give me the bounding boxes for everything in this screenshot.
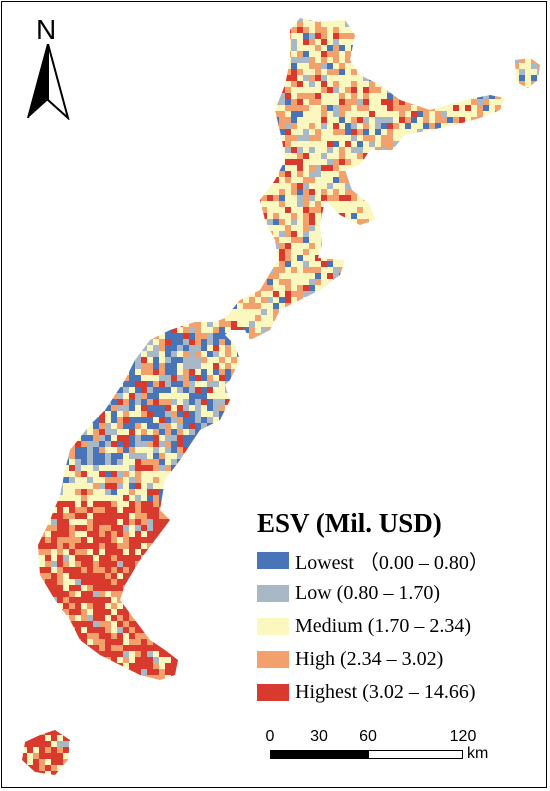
north-arrow-icon — [27, 44, 70, 120]
legend-item: Lowest （0.00 – 0.80） — [257, 547, 489, 574]
scale-tick-60: 60 — [359, 728, 377, 745]
scale-tick-0: 0 — [265, 728, 275, 745]
north-label: N — [36, 14, 57, 45]
legend-label: Highest (3.02 – 14.66) — [295, 681, 476, 703]
scale-tick-30: 30 — [310, 728, 328, 745]
legend-swatch — [257, 651, 289, 668]
scale-bar-filled — [270, 750, 368, 759]
legend-swatch — [257, 552, 289, 569]
legend-item: High (2.34 – 3.02) — [257, 646, 489, 673]
legend-label: Low (0.80 – 1.70) — [295, 582, 440, 604]
legend-label: Lowest （0.00 – 0.80） — [295, 552, 489, 574]
legend-item: Highest (3.02 – 14.66) — [257, 679, 489, 706]
scale-tick-120: 120 — [449, 728, 477, 745]
legend-item: Medium (1.70 – 2.34) — [257, 613, 489, 640]
legend-title: ESV (Mil. USD) — [257, 508, 442, 538]
legend-item: Low (0.80 – 1.70) — [257, 580, 489, 607]
legend: ESV (Mil. USD) Lowest （0.00 – 0.80） Low (… — [257, 508, 489, 712]
scale-unit: km — [467, 745, 489, 762]
legend-swatch — [257, 585, 289, 602]
scale-bar-empty — [368, 750, 463, 759]
legend-swatch — [257, 684, 289, 701]
legend-swatch — [257, 618, 289, 635]
legend-label: High (2.34 – 3.02) — [295, 648, 444, 670]
legend-label: Medium (1.70 – 2.34) — [295, 615, 472, 637]
